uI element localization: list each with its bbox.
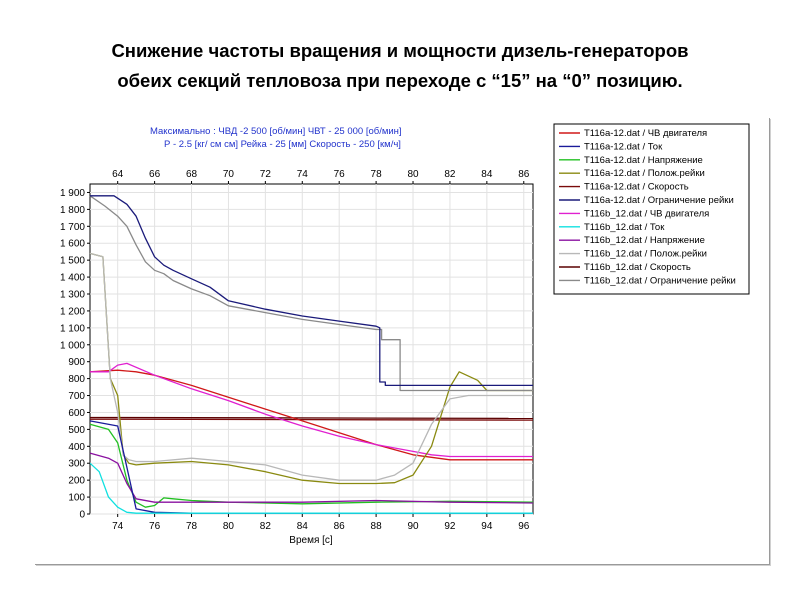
y-tick-label: 1 000 bbox=[60, 340, 85, 351]
series-line bbox=[89, 195, 533, 392]
series-line bbox=[90, 195, 533, 387]
y-tick-label: 600 bbox=[68, 408, 85, 419]
page-title: Снижение частоты вращения и мощности диз… bbox=[0, 36, 800, 96]
x-tick-label: 82 bbox=[260, 521, 272, 532]
y-tick-label: 1 100 bbox=[60, 323, 85, 334]
x-tick-label: 74 bbox=[112, 521, 124, 532]
y-tick-label: 1 400 bbox=[60, 273, 85, 284]
series-line bbox=[89, 418, 534, 421]
y-tick-label: 1 700 bbox=[60, 222, 85, 233]
legend-entry: T116b_12.dat / Напряжение bbox=[584, 235, 705, 246]
legend-entry: T116a-12.dat / Напряжение bbox=[584, 155, 703, 166]
x-tick-label: 92 bbox=[444, 521, 456, 532]
chart-header-line-2: Р - 2.5 [кг/ см см] Рейка - 25 [мм] Скор… bbox=[164, 139, 401, 150]
legend-entry: T116b_12.dat / Ограничение рейки bbox=[584, 275, 736, 286]
legend-entry: T116a-12.dat / Скорость bbox=[584, 182, 689, 193]
x-tick-label: 90 bbox=[407, 521, 419, 532]
axis-ticks: 0 100 200 300 400 500 600 700 800 900 1 000 1 100 1 … bbox=[60, 169, 530, 532]
top-tick-label: 74 bbox=[297, 169, 309, 180]
y-tick-label: 300 bbox=[68, 459, 85, 470]
legend-entry: T116a-12.dat / Ток bbox=[584, 141, 663, 152]
y-tick-label: 200 bbox=[68, 476, 85, 487]
series-line bbox=[89, 252, 533, 485]
title-line-1: Снижение частоты вращения и мощности диз… bbox=[111, 40, 689, 61]
top-tick-label: 84 bbox=[481, 169, 493, 180]
y-tick-label: 800 bbox=[68, 374, 85, 385]
legend-entry: T116a-12.dat / Полож.рейки bbox=[584, 168, 705, 179]
x-tick-label: 88 bbox=[371, 521, 383, 532]
legend-entry: T116b_12.dat / Полож.рейки bbox=[584, 249, 707, 260]
x-tick-label: 76 bbox=[149, 521, 161, 532]
y-tick-label: 1 200 bbox=[60, 306, 85, 317]
top-tick-label: 66 bbox=[149, 169, 161, 180]
legend-entry: T116b_12.dat / ЧВ двигателя bbox=[584, 208, 709, 219]
plot-area bbox=[89, 183, 534, 515]
top-tick-label: 70 bbox=[223, 169, 235, 180]
series-line bbox=[89, 423, 534, 508]
series-line bbox=[89, 462, 533, 514]
x-tick-label: 80 bbox=[223, 521, 235, 532]
x-tick-label: 94 bbox=[481, 521, 493, 532]
x-tick-label: 84 bbox=[297, 521, 309, 532]
top-tick-label: 86 bbox=[518, 169, 530, 180]
chart-header-line-1: Максимально : ЧВД -2 500 [об/мин] ЧВТ - … bbox=[150, 126, 402, 137]
x-axis-label: Время [с] bbox=[289, 535, 333, 546]
y-tick-label: 400 bbox=[68, 442, 85, 453]
chart-frame bbox=[35, 118, 770, 565]
legend-entry: T116a-12.dat / ЧВ двигателя bbox=[584, 128, 707, 139]
y-tick-label: 1 900 bbox=[60, 188, 85, 199]
series-line bbox=[89, 252, 533, 481]
series-layer bbox=[89, 195, 534, 514]
title-line-2: обеих секций тепловоза при переходе с “1… bbox=[117, 70, 683, 91]
series-line bbox=[89, 416, 534, 420]
y-tick-label: 100 bbox=[68, 493, 85, 504]
grid bbox=[90, 184, 533, 515]
y-tick-label: 0 bbox=[79, 510, 85, 521]
top-tick-label: 82 bbox=[444, 169, 456, 180]
top-tick-label: 78 bbox=[371, 169, 383, 180]
legend-box bbox=[553, 123, 750, 295]
top-tick-label: 72 bbox=[260, 169, 272, 180]
y-tick-label: 700 bbox=[68, 391, 85, 402]
legend-entry: T116b_12.dat / Ток bbox=[584, 222, 665, 233]
x-tick-label: 78 bbox=[186, 521, 198, 532]
legend: T116a-12.dat / ЧВ двигателя T116a-12.dat … bbox=[559, 128, 736, 286]
x-tick-label: 86 bbox=[334, 521, 346, 532]
series-line bbox=[90, 362, 533, 458]
legend-entry: T116a-12.dat / Ограничение рейки bbox=[584, 195, 734, 206]
y-tick-label: 1 500 bbox=[60, 256, 85, 267]
top-tick-label: 64 bbox=[112, 169, 124, 180]
y-tick-label: 1 300 bbox=[60, 290, 85, 301]
y-tick-label: 900 bbox=[68, 357, 85, 368]
series-line bbox=[89, 452, 534, 504]
series-line bbox=[89, 369, 533, 461]
x-tick-label: 96 bbox=[518, 521, 530, 532]
top-tick-label: 76 bbox=[334, 169, 346, 180]
top-tick-label: 68 bbox=[186, 169, 198, 180]
legend-entry: T116b_12.dat / Скорость bbox=[584, 262, 691, 273]
y-tick-label: 1 800 bbox=[60, 205, 85, 216]
y-tick-label: 500 bbox=[68, 425, 85, 436]
top-tick-label: 80 bbox=[407, 169, 419, 180]
y-tick-label: 1 600 bbox=[60, 239, 85, 250]
